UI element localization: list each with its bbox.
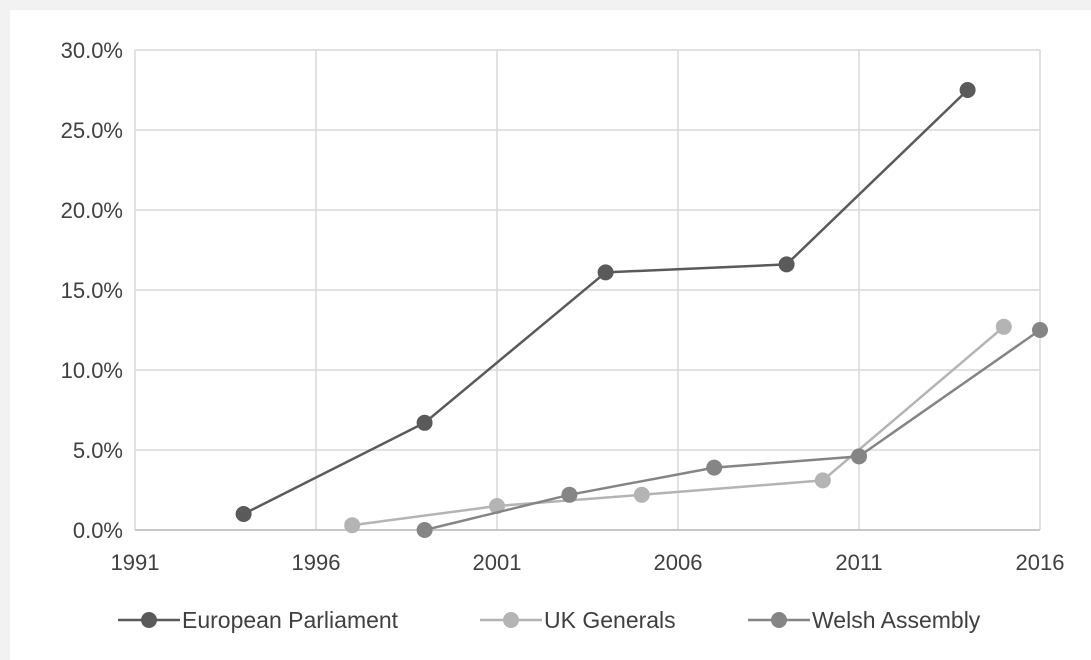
data-point	[814, 472, 831, 489]
legend-label: European Parliament	[182, 607, 399, 633]
legend-label: UK Generals	[544, 607, 676, 633]
legend-swatch-marker	[141, 612, 157, 628]
data-point	[851, 448, 867, 465]
y-tick-label: 20.0%	[61, 198, 123, 223]
y-tick-label: 10.0%	[61, 358, 123, 383]
axes: 0.0% 5.0% 10.0% 15.0% 20.0% 25.0% 30.0% 1991 199…	[61, 38, 1065, 575]
x-tick-label: 2001	[473, 550, 522, 575]
x-tick-label: 1991	[111, 550, 160, 575]
x-tick-label: 2006	[654, 550, 703, 575]
y-tick-label: 25.0%	[61, 118, 123, 143]
x-tick-label: 2016	[1016, 550, 1065, 575]
data-point	[706, 459, 723, 476]
y-tick-label: 0.0%	[73, 518, 123, 543]
line-chart: 0.0% 5.0% 10.0% 15.0% 20.0% 25.0% 30.0% 1991 199…	[61, 38, 1065, 633]
data-point	[489, 498, 505, 514]
y-tick-label: 5.0%	[73, 438, 123, 463]
data-point	[995, 318, 1012, 335]
data-point	[959, 82, 976, 98]
data-point	[1032, 322, 1048, 338]
data-point	[344, 517, 361, 534]
legend: European Parliament UK Generals Welsh Asse…	[118, 607, 981, 633]
chart-frame: 0.0% 5.0% 10.0% 15.0% 20.0% 25.0% 30.0% 1991 199…	[10, 10, 1091, 660]
data-point	[778, 256, 795, 273]
gridlines	[134, 49, 1041, 530]
data-point	[597, 264, 614, 281]
data-point	[235, 506, 252, 522]
series-line	[424, 328, 1041, 532]
data-point	[416, 522, 433, 538]
data-point	[633, 486, 650, 503]
legend-swatch-marker	[503, 612, 519, 628]
x-tick-label: 2011	[835, 550, 882, 575]
x-tick-label: 1996	[292, 550, 341, 575]
data-point	[561, 486, 578, 503]
y-tick-label: 30.0%	[61, 38, 123, 63]
legend-swatch-marker	[771, 612, 787, 628]
series-lines	[235, 82, 1048, 538]
legend-label: Welsh Assembly	[812, 607, 981, 633]
y-tick-label: 15.0%	[61, 278, 123, 303]
data-point	[416, 414, 433, 431]
